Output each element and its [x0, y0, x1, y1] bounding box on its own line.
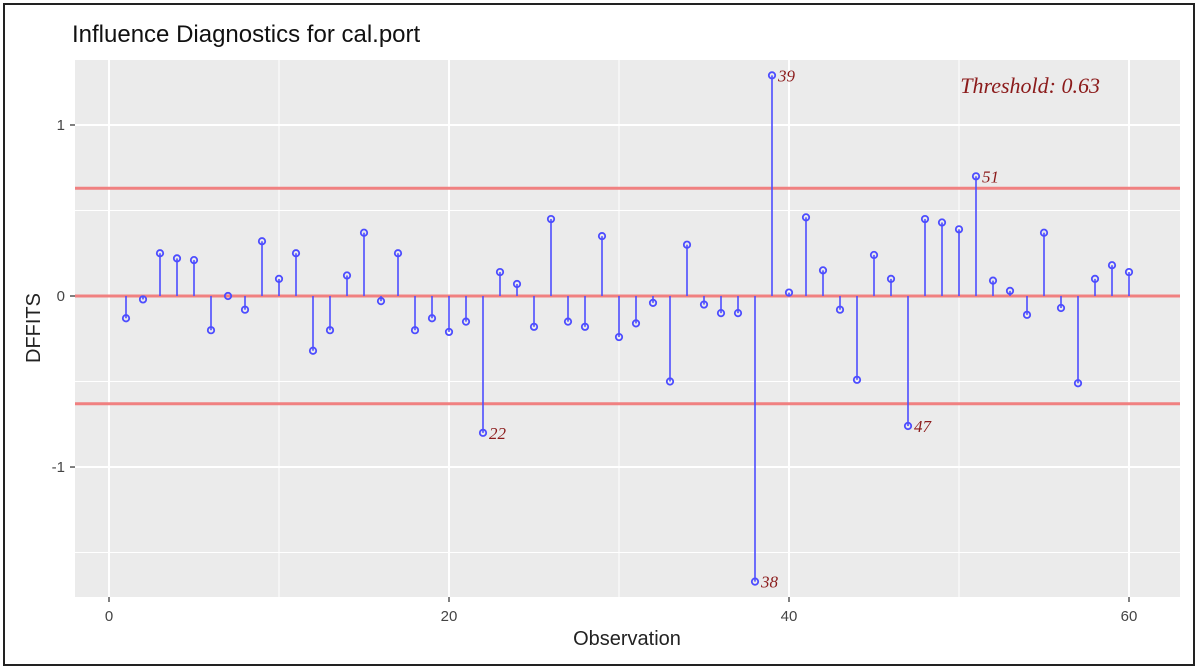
point-53: [1005, 286, 1015, 295]
point-39: [767, 71, 777, 80]
point-11: [291, 249, 301, 258]
point-50: [954, 225, 964, 234]
point-52: [988, 276, 998, 285]
point-8: [240, 305, 250, 314]
point-label-22: 22: [489, 424, 507, 443]
point-51: [971, 172, 981, 181]
point-9: [257, 237, 267, 246]
point-34: [682, 240, 692, 249]
point-40: [784, 288, 794, 297]
point-1: [121, 314, 131, 323]
point-30: [614, 332, 624, 342]
point-17: [393, 249, 403, 258]
point-10: [274, 274, 284, 284]
y-tick-label: -1: [52, 459, 65, 476]
point-label-38: 38: [760, 573, 779, 592]
point-47: [903, 421, 913, 431]
point-19: [427, 314, 437, 323]
point-48: [920, 214, 930, 224]
point-56: [1056, 303, 1066, 313]
point-18: [410, 326, 420, 335]
point-41: [801, 213, 811, 222]
point-7: [223, 291, 233, 301]
point-49: [937, 218, 947, 227]
stems: [125, 75, 1130, 582]
point-12: [308, 346, 318, 355]
x-tick-label: 0: [105, 608, 113, 625]
point-4: [172, 254, 182, 263]
y-tick-label: 0: [57, 288, 65, 305]
point-54: [1022, 310, 1032, 319]
point-label-51: 51: [982, 167, 999, 186]
point-45: [869, 250, 879, 260]
axis-ticks: 0 20 40 60 -1 0 1: [52, 117, 1138, 625]
x-axis-title: Observation: [573, 628, 681, 650]
point-46: [886, 274, 896, 284]
point-58: [1090, 274, 1100, 284]
point-25: [529, 322, 539, 331]
x-tick-label: 60: [1121, 608, 1138, 625]
point-60: [1124, 267, 1134, 277]
points: [121, 71, 1134, 586]
grid-lines: [75, 60, 1180, 597]
point-29: [597, 232, 607, 241]
point-3: [155, 249, 165, 258]
point-21: [461, 317, 471, 326]
reference-lines: [75, 186, 1180, 406]
point-43: [835, 305, 845, 314]
point-2: [138, 295, 148, 304]
x-tick-label: 20: [441, 608, 458, 625]
point-32: [648, 298, 658, 307]
y-tick-label: 1: [57, 117, 65, 134]
point-6: [206, 326, 216, 335]
point-27: [563, 317, 573, 326]
y-axis-title: DFFITS: [23, 293, 45, 363]
point-5: [189, 255, 199, 265]
point-15: [359, 228, 369, 237]
point-33: [665, 377, 675, 386]
point-59: [1107, 261, 1117, 270]
point-24: [512, 279, 522, 289]
point-42: [818, 266, 828, 275]
point-label-47: 47: [914, 417, 933, 436]
point-16: [376, 297, 386, 306]
point-26: [546, 214, 556, 224]
chart-title: Influence Diagnostics for cal.port: [72, 21, 421, 48]
plot-panel: [75, 60, 1180, 597]
point-37: [733, 309, 743, 318]
point-23: [495, 267, 505, 277]
point-20: [444, 327, 454, 337]
x-tick-label: 40: [781, 608, 798, 625]
point-57: [1073, 379, 1083, 388]
point-38: [750, 577, 760, 586]
point-14: [342, 271, 352, 280]
point-labels: 22 38 39 47 51: [489, 66, 999, 591]
point-label-39: 39: [777, 66, 796, 85]
point-22: [478, 428, 488, 437]
threshold-annotation: Threshold: 0.63: [960, 73, 1100, 98]
point-36: [716, 309, 726, 318]
point-55: [1039, 228, 1049, 237]
point-31: [631, 319, 641, 328]
point-44: [852, 375, 862, 384]
point-28: [580, 322, 590, 331]
point-13: [325, 326, 335, 335]
point-35: [699, 300, 709, 309]
